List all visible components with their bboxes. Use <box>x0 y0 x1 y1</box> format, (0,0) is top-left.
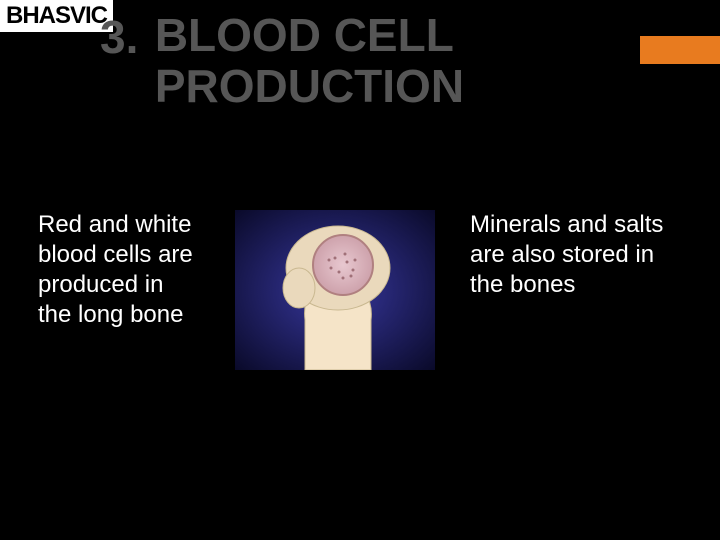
title-text: BLOOD CELL PRODUCTION <box>155 10 464 111</box>
right-text-block: Minerals and salts are also stored in th… <box>460 210 690 300</box>
content-row: Red and white blood cells are produced i… <box>0 210 720 370</box>
accent-bar <box>640 36 720 64</box>
title-line-2: PRODUCTION <box>155 60 464 112</box>
bone-cross-section-image <box>235 210 435 370</box>
logo-text: BHASVIC <box>6 2 107 29</box>
title-line-1: BLOOD CELL <box>155 9 454 61</box>
center-image-block <box>210 210 460 370</box>
left-text-block: Red and white blood cells are produced i… <box>0 210 210 330</box>
title-number: 3. <box>100 10 138 64</box>
slide-title: 3. BLOOD CELL PRODUCTION <box>100 10 620 111</box>
logo-badge: BHASVIC <box>0 0 113 32</box>
